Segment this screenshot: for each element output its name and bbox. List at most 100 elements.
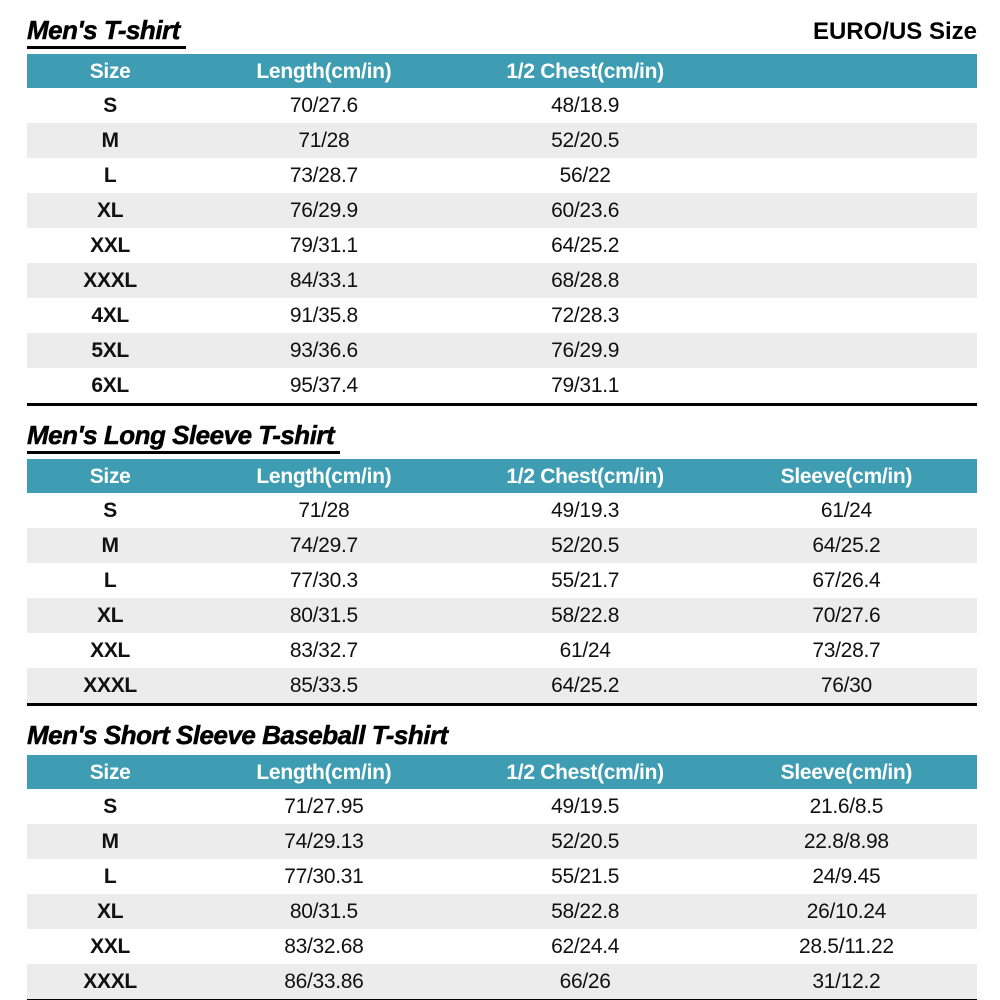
length-cell: 95/37.4 <box>289 374 358 397</box>
chest-cell: 55/21.5 <box>551 865 620 888</box>
chest-cell: 58/22.8 <box>551 604 620 627</box>
size-cell: 5XL <box>91 339 129 362</box>
size-cell: M <box>101 830 120 853</box>
length-cell: 80/31.5 <box>289 604 358 627</box>
table-row: XXL 83/32.7 61/24 73/28.7 <box>27 633 977 668</box>
column-header-length: Length(cm/in) <box>256 760 392 784</box>
length-cell: 71/28 <box>298 499 350 522</box>
table-row: XXXL 86/33.86 66/26 31/12.2 <box>27 964 977 999</box>
table-row: S 71/28 49/19.3 61/24 <box>27 493 977 528</box>
table-row: L 77/30.31 55/21.5 24/9.45 <box>27 859 977 894</box>
chest-cell: 66/26 <box>559 970 611 993</box>
size-table-mens-tshirt: Size Length(cm/in) 1/2 Chest(cm/in) S 70… <box>27 54 977 406</box>
table-body: S 71/28 49/19.3 61/24 M 74/29.7 52/20.5 … <box>27 493 977 703</box>
sleeve-cell: 67/26.4 <box>812 569 881 592</box>
length-cell: 83/32.7 <box>289 639 358 662</box>
sleeve-cell: 31/12.2 <box>812 970 881 993</box>
table-row: L 77/30.3 55/21.7 67/26.4 <box>27 563 977 598</box>
chest-cell: 72/28.3 <box>551 304 620 327</box>
size-standard-label: EURO/US Size <box>812 18 977 45</box>
chest-cell: 68/28.8 <box>551 269 620 292</box>
size-cell: L <box>103 569 117 592</box>
column-header-chest: 1/2 Chest(cm/in) <box>506 464 664 488</box>
chest-cell: 64/25.2 <box>551 674 620 697</box>
sleeve-cell: 64/25.2 <box>812 534 881 557</box>
length-cell: 91/35.8 <box>289 304 358 327</box>
size-cell: XL <box>97 199 124 222</box>
length-cell: 70/27.6 <box>289 94 358 117</box>
section-title-long-sleeve: Men's Long Sleeve T-shirt <box>27 420 341 454</box>
sleeve-cell: 73/28.7 <box>812 639 881 662</box>
size-cell: XXXL <box>83 269 137 292</box>
length-cell: 77/30.31 <box>284 865 364 888</box>
length-cell: 83/32.68 <box>284 935 364 958</box>
size-cell: XXL <box>90 234 131 257</box>
chest-cell: 58/22.8 <box>551 900 620 923</box>
sleeve-cell: 28.5/11.22 <box>799 935 894 958</box>
column-header-length: Length(cm/in) <box>256 59 392 83</box>
section-head-long-sleeve: Men's Long Sleeve T-shirt <box>27 420 977 454</box>
length-cell: 71/28 <box>298 129 350 152</box>
length-cell: 76/29.9 <box>289 199 358 222</box>
chest-cell: 49/19.3 <box>551 499 620 522</box>
column-header-size: Size <box>89 760 131 784</box>
size-cell: XL <box>97 604 124 627</box>
sleeve-cell: 26/10.24 <box>806 900 887 923</box>
column-header-sleeve: Sleeve(cm/in) <box>780 464 913 488</box>
chest-cell: 76/29.9 <box>551 339 620 362</box>
size-cell: XXL <box>90 639 131 662</box>
table-row: XL 80/31.5 58/22.8 70/27.6 <box>27 598 977 633</box>
chest-cell: 48/18.9 <box>551 94 620 117</box>
length-cell: 77/30.3 <box>289 569 358 592</box>
column-header-size: Size <box>89 464 131 488</box>
chest-cell: 52/20.5 <box>551 534 620 557</box>
table-row: 5XL 93/36.6 76/29.9 <box>27 333 977 368</box>
length-cell: 71/27.95 <box>284 795 364 818</box>
length-cell: 85/33.5 <box>289 674 358 697</box>
sleeve-cell: 24/9.45 <box>812 865 881 888</box>
table-row: XXXL 85/33.5 64/25.2 76/30 <box>27 668 977 703</box>
size-cell: L <box>103 865 117 888</box>
size-cell: S <box>103 499 117 522</box>
table-row: XXXL 84/33.1 68/28.8 <box>27 263 977 298</box>
table-row: S 70/27.6 48/18.9 <box>27 88 977 123</box>
column-header-chest: 1/2 Chest(cm/in) <box>506 760 664 784</box>
size-cell: L <box>103 164 117 187</box>
table-row: XXL 83/32.68 62/24.4 28.5/11.22 <box>27 929 977 964</box>
table-header-row: Size Length(cm/in) 1/2 Chest(cm/in) <box>27 54 977 88</box>
size-cell: M <box>101 534 120 557</box>
column-header-chest: 1/2 Chest(cm/in) <box>506 59 664 83</box>
chest-cell: 56/22 <box>559 164 611 187</box>
table-row: M 74/29.7 52/20.5 64/25.2 <box>27 528 977 563</box>
section-head-baseball: Men's Short Sleeve Baseball T-shirt <box>27 720 977 751</box>
chest-cell: 62/24.4 <box>551 935 620 958</box>
table-body: S 71/27.95 49/19.5 21.6/8.5 M 74/29.13 5… <box>27 789 977 999</box>
length-cell: 74/29.13 <box>284 830 364 853</box>
section-head-mens-tshirt: Men's T-shirt EURO/US Size <box>27 15 977 49</box>
sleeve-cell: 76/30 <box>820 674 872 697</box>
length-cell: 73/28.7 <box>289 164 358 187</box>
sleeve-cell: 61/24 <box>820 499 872 522</box>
sleeve-cell: 21.6/8.5 <box>809 795 884 818</box>
size-cell: 4XL <box>91 304 129 327</box>
section-title-baseball: Men's Short Sleeve Baseball T-shirt <box>27 720 449 751</box>
table-row: S 71/27.95 49/19.5 21.6/8.5 <box>27 789 977 824</box>
column-header-sleeve: Sleeve(cm/in) <box>780 760 913 784</box>
table-row: M 71/28 52/20.5 <box>27 123 977 158</box>
chest-cell: 55/21.7 <box>551 569 620 592</box>
size-cell: XXXL <box>83 970 137 993</box>
chest-cell: 49/19.5 <box>551 795 620 818</box>
table-header-row: Size Length(cm/in) 1/2 Chest(cm/in) Slee… <box>27 459 977 493</box>
length-cell: 80/31.5 <box>289 900 358 923</box>
sleeve-cell: 22.8/8.98 <box>803 830 889 853</box>
table-row: XXL 79/31.1 64/25.2 <box>27 228 977 263</box>
table-row: L 73/28.7 56/22 <box>27 158 977 193</box>
chest-cell: 52/20.5 <box>551 830 620 853</box>
column-header-size: Size <box>89 59 131 83</box>
size-cell: S <box>103 94 117 117</box>
table-header-row: Size Length(cm/in) 1/2 Chest(cm/in) Slee… <box>27 755 977 789</box>
length-cell: 74/29.7 <box>289 534 358 557</box>
chest-cell: 60/23.6 <box>551 199 620 222</box>
size-cell: 6XL <box>91 374 129 397</box>
